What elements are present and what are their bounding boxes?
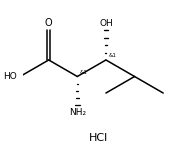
- Text: &1: &1: [80, 70, 87, 75]
- Text: &1: &1: [108, 53, 116, 58]
- Text: O: O: [45, 18, 52, 28]
- Text: NH₂: NH₂: [69, 108, 86, 117]
- Text: HO: HO: [4, 72, 17, 81]
- Text: HCl: HCl: [89, 133, 108, 143]
- Text: OH: OH: [99, 19, 113, 28]
